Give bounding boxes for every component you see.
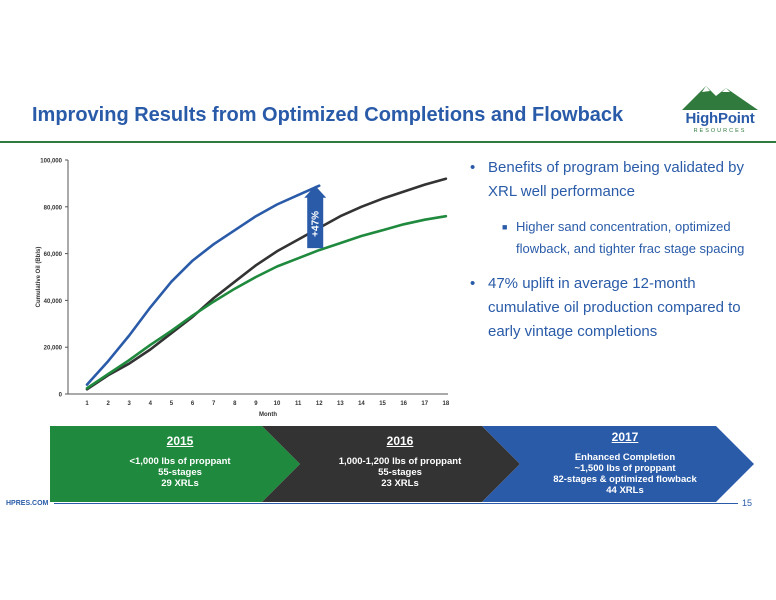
bullet-list: • Benefits of program being validated by… <box>470 156 760 356</box>
timeline-arrows <box>50 426 754 502</box>
x-tick-label: 13 <box>337 401 344 407</box>
x-tick-label: 10 <box>274 401 281 407</box>
x-tick-label: 11 <box>295 401 302 407</box>
bullet-dot-icon: • <box>470 275 476 292</box>
segment-line: 55-stages <box>158 467 202 478</box>
logo-subtitle: RESOURCES <box>693 128 747 134</box>
uplift-annotation: +47% <box>311 211 322 237</box>
y-tick-label: 80,000 <box>44 205 63 211</box>
segment-line: 44 XRLs <box>606 485 644 496</box>
bullet-dot-icon: • <box>470 159 476 176</box>
x-axis-label: Month <box>259 412 277 418</box>
y-tick-label: 60,000 <box>44 252 63 258</box>
series-line-0 <box>85 184 321 386</box>
series-line-1 <box>85 177 448 391</box>
segment-year: 2015 <box>166 434 194 448</box>
y-tick-label: 0 <box>59 393 63 399</box>
y-axis-label: Cumulative Oil (Bbls) <box>36 247 42 308</box>
bullet-text: 47% uplift in average 12-month cumulativ… <box>488 275 741 340</box>
segment-line: 82-stages & optimized flowback <box>553 474 697 485</box>
mountain-icon <box>682 86 758 110</box>
segment-line: Enhanced Completion <box>574 452 676 463</box>
y-tick-label: 40,000 <box>44 299 63 305</box>
cumulative-oil-chart: 0 20,000 40,000 60,000 80,000 100,000 1 2 3 4 5 6 7 8… <box>20 150 460 420</box>
timeline-arrow-2016 <box>262 426 520 502</box>
timeline-segment-2015: 2015 <1,000 lbs of proppant 55-stages 29… <box>100 434 260 489</box>
series-line-2 <box>85 214 448 390</box>
company-logo: HighPoint RESOURCES <box>676 82 764 138</box>
y-tick-label: 20,000 <box>44 346 63 352</box>
segment-line: <1,000 lbs of proppant <box>129 456 231 467</box>
square-bullet-icon: ■ <box>502 222 508 232</box>
timeline-segment-2017: 2017 Enhanced Completion ~1,500 lbs of p… <box>530 430 720 496</box>
timeline-segment-2016: 2016 1,000-1,200 lbs of proppant 55-stag… <box>320 434 480 489</box>
slide-title: Improving Results from Optimized Complet… <box>32 104 624 126</box>
segment-year: 2016 <box>386 434 414 448</box>
logo-name: HighPoint <box>685 110 755 127</box>
segment-line: ~1,500 lbs of proppant <box>574 463 676 474</box>
x-tick-label: 4 <box>149 401 153 407</box>
x-tick-label: 1 <box>85 401 89 407</box>
bullet-item: • 47% uplift in average 12-month cumulat… <box>470 272 760 344</box>
segment-line: 23 XRLs <box>381 478 419 489</box>
page-number: 15 <box>742 498 753 508</box>
x-tick-label: 2 <box>106 401 110 407</box>
uplift-arrow-icon <box>304 185 327 249</box>
x-tick-label: 18 <box>443 401 450 407</box>
footer-divider <box>54 503 738 504</box>
x-tick-label: 14 <box>358 401 365 407</box>
x-tick-label: 7 <box>212 401 216 407</box>
sub-bullet-item: ■ Higher sand concentration, optimized f… <box>470 216 760 260</box>
segment-line: 29 XRLs <box>161 478 199 489</box>
bullet-item: • Benefits of program being validated by… <box>470 156 760 204</box>
segment-year: 2017 <box>611 430 639 444</box>
x-tick-label: 9 <box>254 401 258 407</box>
footer-website: HPRES.COM <box>6 500 49 507</box>
bullet-text: Benefits of program being validated by X… <box>488 159 744 200</box>
x-tick-label: 5 <box>170 401 174 407</box>
x-tick-label: 8 <box>233 401 237 407</box>
segment-line: 55-stages <box>378 467 422 478</box>
title-divider <box>0 141 776 143</box>
x-tick-label: 6 <box>191 401 195 407</box>
x-tick-label: 3 <box>128 401 132 407</box>
y-tick-label: 100,000 <box>40 159 62 165</box>
completion-timeline-banner: 2015 <1,000 lbs of proppant 55-stages 29… <box>0 424 776 504</box>
x-tick-label: 15 <box>379 401 386 407</box>
x-tick-label: 17 <box>421 401 428 407</box>
x-tick-label: 16 <box>400 401 407 407</box>
segment-line: 1,000-1,200 lbs of proppant <box>338 456 462 467</box>
x-tick-label: 12 <box>316 401 323 407</box>
sub-bullet-text: Higher sand concentration, optimized flo… <box>516 219 745 256</box>
timeline-arrow-2015 <box>50 426 300 502</box>
timeline-arrow-2017 <box>482 426 754 502</box>
